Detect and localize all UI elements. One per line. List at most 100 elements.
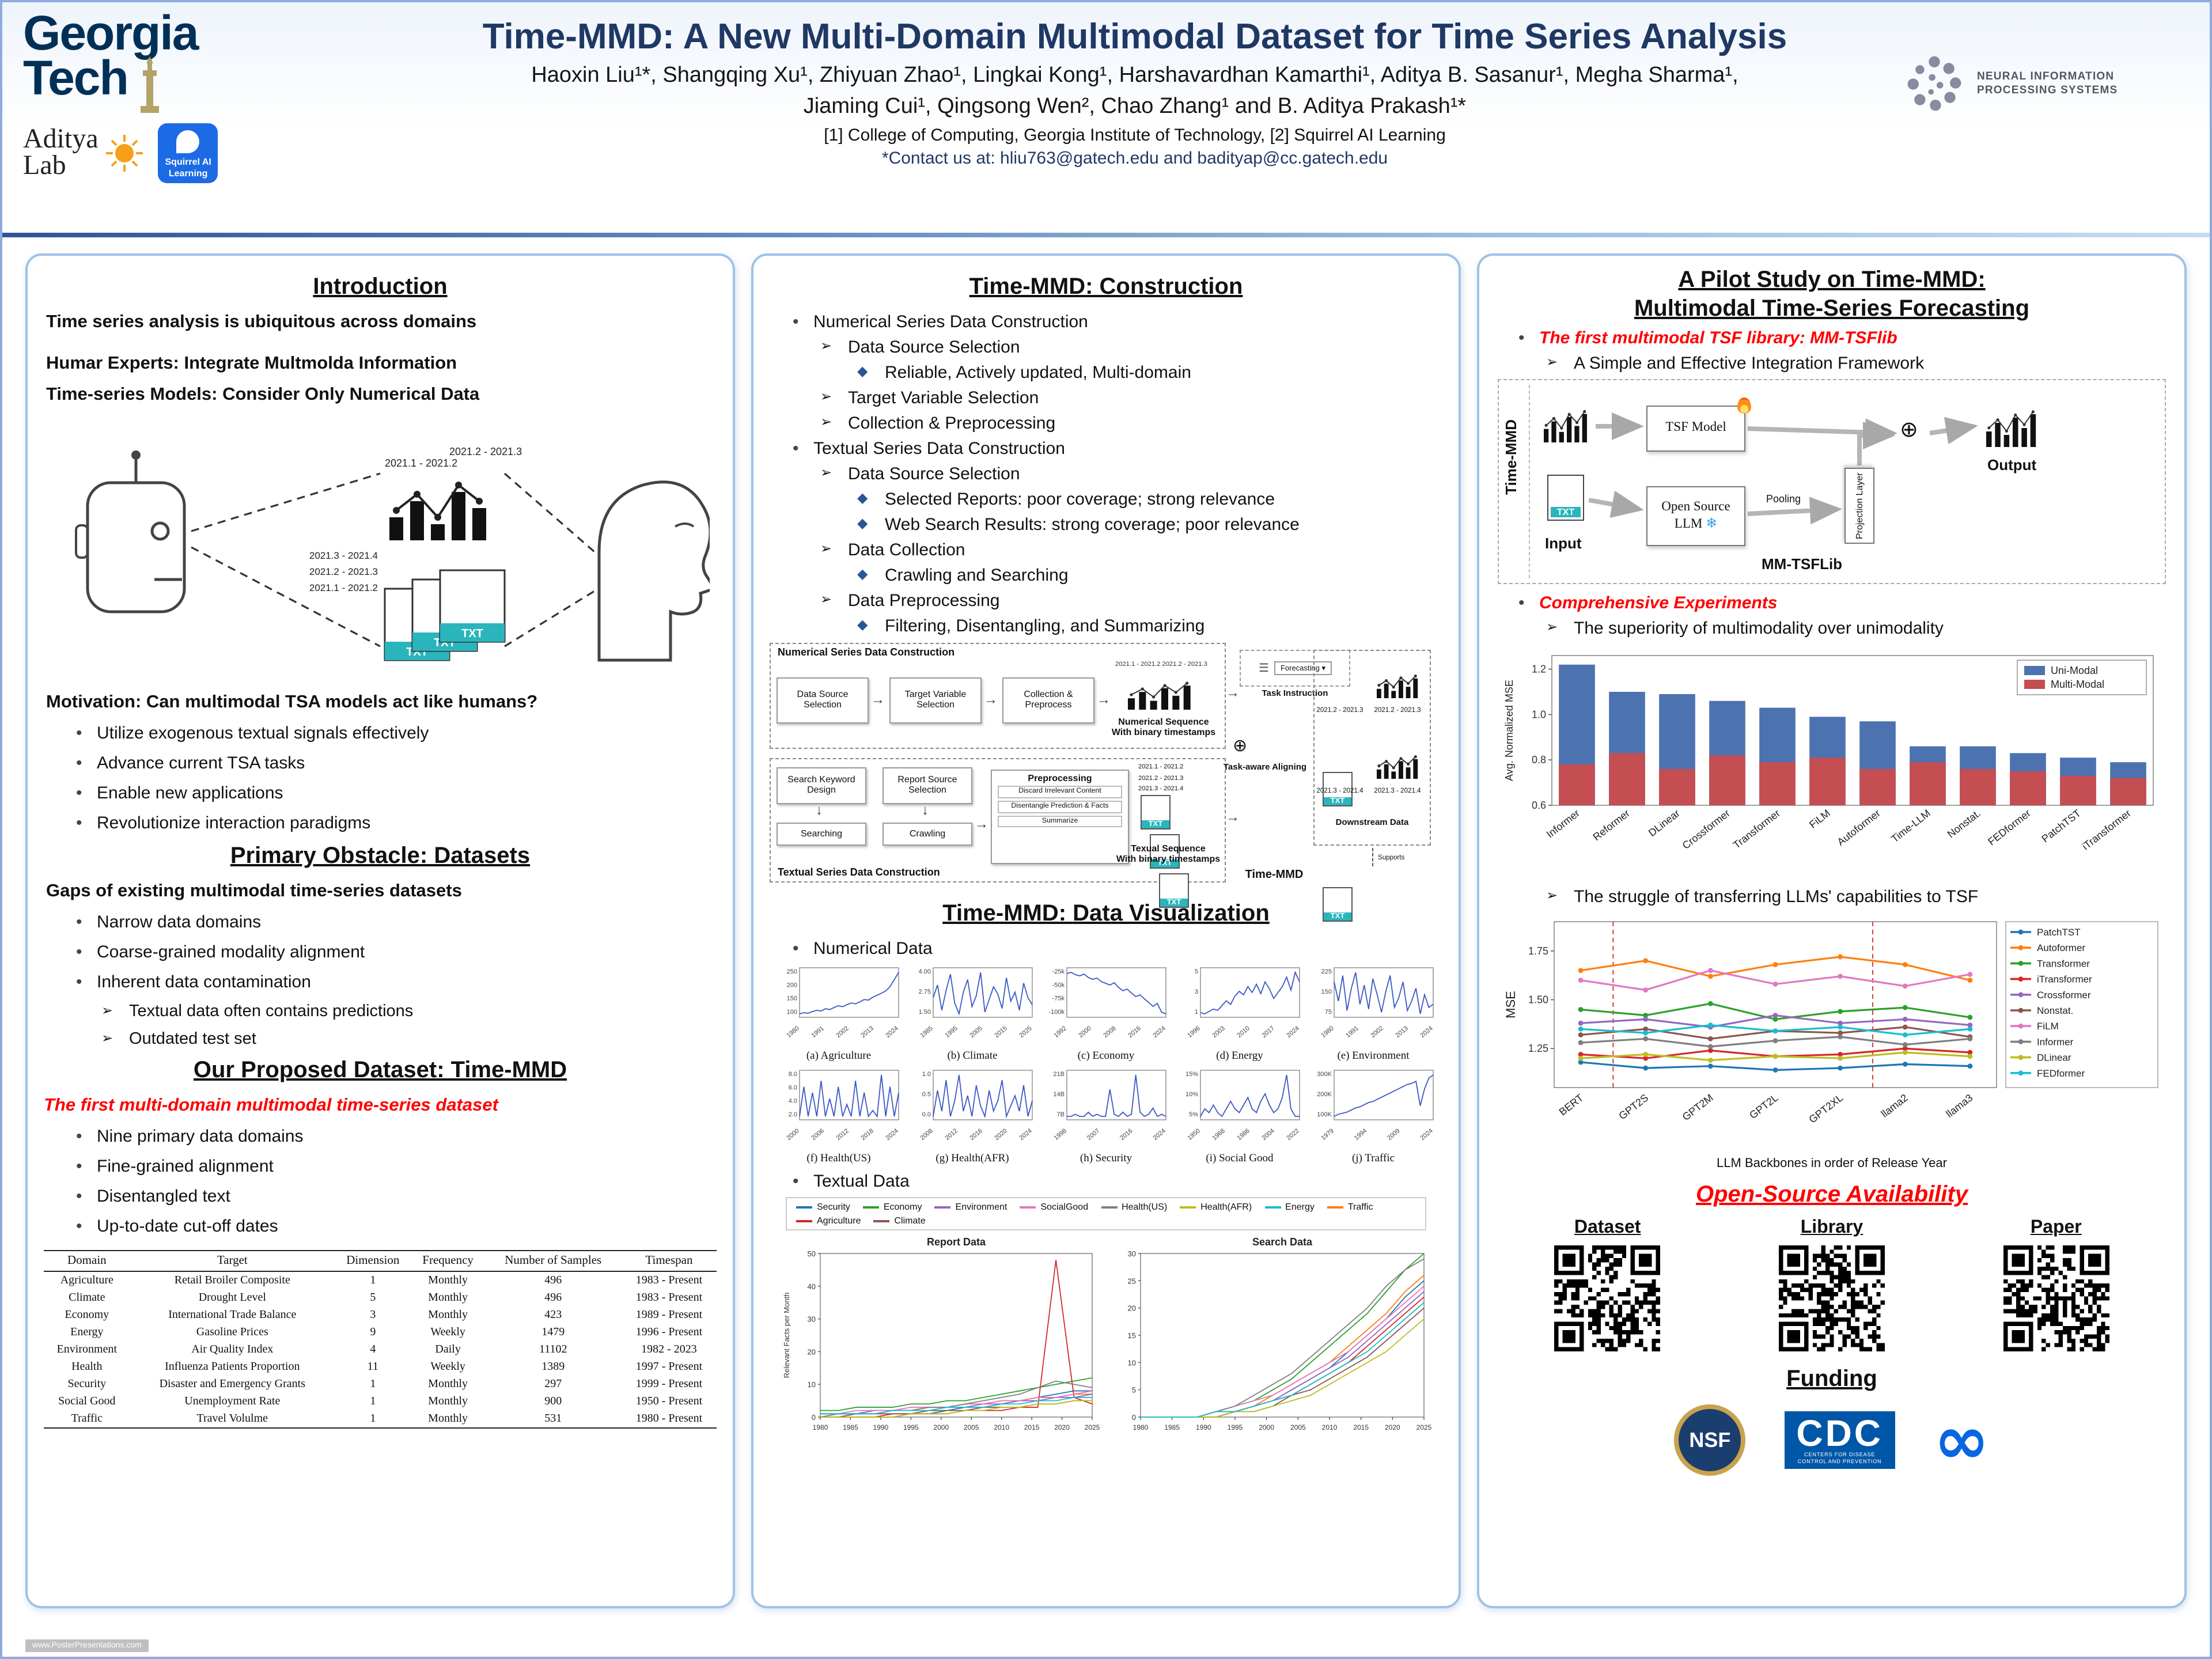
svg-text:8.0: 8.0 <box>789 1071 797 1078</box>
output-chart-icon <box>1377 755 1418 779</box>
tsf-model-box: TSF Model <box>1646 397 1751 452</box>
sparkline-svg: 300K 200K 100K 1979 1994 2009 2024 <box>1317 1070 1434 1142</box>
table-cell: Security <box>67 1378 107 1391</box>
table-cell: 3 <box>370 1309 376 1321</box>
svg-text:1.75: 1.75 <box>1528 945 1548 957</box>
svg-text:GPT2M: GPT2M <box>1680 1092 1715 1123</box>
svg-text:25: 25 <box>1128 1277 1136 1285</box>
supports-label: Supports <box>1378 855 1405 862</box>
pilot-heading-line2: Multimodal Time-Series Forecasting <box>1634 296 2030 321</box>
construction-heading: Time-MMD: Construction <box>969 274 1243 300</box>
chart-caption: (d) Energy <box>1216 1051 1263 1062</box>
svg-text:2025: 2025 <box>1018 1025 1033 1039</box>
construction-diagram: Numerical Series Data Construction Data … <box>770 643 1442 922</box>
series-Health(US) <box>1141 1258 1425 1418</box>
obstacle-sublist: Textual data often contains predictions O… <box>44 1002 717 1048</box>
textual-group-title: Textual Series Data Construction <box>778 866 940 878</box>
series-Health(AFR) <box>820 1400 1092 1418</box>
contact-line: *Contact us at: hliu763@gatech.edu and b… <box>881 149 1388 168</box>
svg-text:1.0: 1.0 <box>1532 709 1546 720</box>
svg-text:1985: 1985 <box>919 1025 934 1039</box>
svg-text:3: 3 <box>1195 988 1198 995</box>
svg-text:2021.2 - 2021.3: 2021.2 - 2021.3 <box>309 566 378 577</box>
neurips-swirl-icon <box>1907 56 1961 111</box>
table-cell: 1980 - Present <box>621 1410 717 1429</box>
svg-text:21B: 21B <box>1053 1071 1065 1078</box>
svg-text:2000: 2000 <box>1077 1025 1092 1039</box>
list-item: Revolutionize interaction paradigms <box>76 813 717 833</box>
numerical-seq-caption: Numerical Sequence With binary timestamp… <box>1111 717 1216 738</box>
sparkline-svg: 4.00 2.75 1.50 1985 1995 2005 2015 2025 <box>919 967 1033 1039</box>
framework-input-txt-icon: TXT <box>1547 475 1584 521</box>
svg-text:2000: 2000 <box>1259 1423 1274 1431</box>
svg-text:1986: 1986 <box>1236 1127 1251 1142</box>
svg-text:1.50: 1.50 <box>919 1009 931 1016</box>
paper-qr-block: Paper <box>2003 1218 2109 1357</box>
dataset-label: Dataset <box>1574 1218 1641 1237</box>
svg-text:2003: 2003 <box>1211 1025 1226 1039</box>
list-item: Enable new applications <box>76 783 717 803</box>
table-cell: Weekly <box>430 1361 465 1373</box>
table-row: Climate Drought Level 5 Monthly 496 1983 - Pr… <box>44 1289 717 1306</box>
legend-swatch <box>1180 1206 1196 1208</box>
table-cell: Traffic <box>44 1410 130 1429</box>
table-cell: 900 <box>544 1395 562 1408</box>
arrow-right-icon: → <box>975 816 988 832</box>
chart-caption: (e) Environment <box>1337 1051 1410 1062</box>
numerical-group-title: Numerical Series Data Construction <box>778 646 955 658</box>
motivation-heading: Motivation: Can multimodal TSA models ac… <box>46 692 538 712</box>
legend-swatch <box>1327 1206 1343 1208</box>
legend-swatch <box>1020 1206 1036 1208</box>
svg-text:2015: 2015 <box>1353 1423 1369 1431</box>
svg-text:50: 50 <box>808 1249 816 1258</box>
list-item: Coarse-grained modality alignment <box>76 942 717 962</box>
svg-text:Uni-Modal: Uni-Modal <box>2051 665 2098 676</box>
chart-caption: (b) Climate <box>947 1051 998 1062</box>
series-Climate <box>1141 1307 1425 1418</box>
svg-text:PatchTST: PatchTST <box>2040 807 2083 844</box>
outline-item: Data Source Selection <box>820 464 1442 484</box>
table-cell: Economy <box>65 1309 109 1321</box>
svg-text:14B: 14B <box>1053 1091 1065 1098</box>
outline-item: Textual Series Data Construction <box>793 439 1442 459</box>
preprocessing-item: Disentangle Prediction & Facts <box>998 800 1122 813</box>
intro-line-ubiquitous: Time series analysis is ubiquitous acros… <box>46 312 477 332</box>
projection-layer-box: Projection Layer <box>1844 468 1874 544</box>
svg-text:Informer: Informer <box>1544 807 1582 840</box>
library-label: Library <box>1800 1218 1863 1237</box>
svg-text:-50k: -50k <box>1052 982 1065 988</box>
gt-word-tech: Tech <box>23 50 129 105</box>
textual-group-box: Textual Series Data Construction <box>770 758 1226 882</box>
svg-text:2000: 2000 <box>933 1423 949 1431</box>
svg-text:2021.2 - 2021.3: 2021.2 - 2021.3 <box>449 446 522 457</box>
sparkline-svg: 250 200 150 100 1980 1991 2002 2013 2024 <box>785 967 900 1039</box>
squirrel-ai-logo: Squirrel AI Learning <box>158 123 218 183</box>
svg-text:200: 200 <box>787 982 797 988</box>
chart-caption: (i) Social Good <box>1206 1153 1274 1165</box>
svg-text:300K: 300K <box>1317 1071 1332 1078</box>
adityalab-text: Aditya Lab <box>23 124 99 181</box>
list-item: Textual data often contains predictions <box>101 1002 717 1021</box>
svg-text:150: 150 <box>1321 988 1332 995</box>
svg-text:2025: 2025 <box>1085 1423 1100 1431</box>
chart-caption: (g) Health(AFR) <box>935 1153 1009 1165</box>
legend-item: Energy <box>1264 1202 1315 1212</box>
framework-arrows <box>1588 412 1978 525</box>
box-searching: Searching <box>777 823 866 846</box>
series-FiLM <box>1580 969 1971 991</box>
library-qr-code <box>1778 1245 1885 1351</box>
arrow-down-icon: ↓ <box>922 802 929 818</box>
svg-text:2024: 2024 <box>1018 1127 1033 1142</box>
numerical-chart-icon: 2021.1 - 2021.2 2021.2 - 2021.3 <box>385 446 522 540</box>
paper-label: Paper <box>2030 1218 2082 1237</box>
svg-text:2012: 2012 <box>835 1127 850 1142</box>
svg-text:225: 225 <box>1321 968 1332 975</box>
svg-text:5: 5 <box>1132 1386 1136 1395</box>
box-data-source-selection: Data Source Selection <box>777 677 869 724</box>
svg-text:1990: 1990 <box>1196 1423 1211 1431</box>
bar-multi <box>1659 768 1695 805</box>
tech-tower-icon <box>140 56 159 113</box>
numerical-group-box: Numerical Series Data Construction <box>770 643 1226 749</box>
intro-line-ts-models: Time-series Models: Consider Only Numeri… <box>46 385 480 404</box>
experiments-line: Comprehensive Experiments <box>1518 593 2168 613</box>
